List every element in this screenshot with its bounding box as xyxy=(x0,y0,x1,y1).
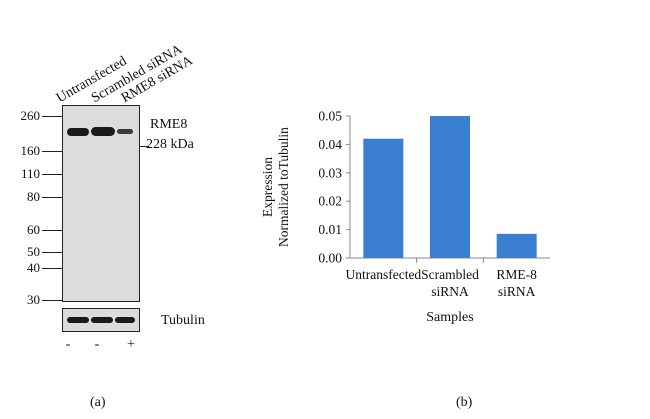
band-scrambled xyxy=(91,127,115,136)
y-axis-label: Normalized toTubulin xyxy=(276,127,291,247)
mw-tick xyxy=(42,116,62,117)
band-size-label: 228 kDa xyxy=(146,137,194,152)
tubulin-label: Tubulin xyxy=(161,313,205,328)
panel-a-caption: (a) xyxy=(90,395,106,410)
tubulin-band xyxy=(91,317,113,323)
x-tick-label: Scrambled xyxy=(421,267,479,282)
x-tick-label: siRNA xyxy=(431,284,469,299)
mw-marker: 60 xyxy=(27,222,40,237)
mw-tick xyxy=(42,252,62,253)
mw-marker: 40 xyxy=(27,260,40,275)
panel-b-caption: (b) xyxy=(456,395,473,410)
rme8-blot xyxy=(62,105,140,302)
y-tick-label: 0.00 xyxy=(318,251,342,266)
y-axis-label: Expression xyxy=(260,157,275,217)
y-tick-label: 0.02 xyxy=(318,194,342,209)
mw-tick xyxy=(42,268,62,269)
y-tick-label: 0.05 xyxy=(318,109,342,124)
band-size-pointer xyxy=(140,146,149,147)
mw-tick xyxy=(42,197,62,198)
mw-tick xyxy=(42,300,62,301)
bar xyxy=(363,138,404,258)
mw-tick xyxy=(42,230,62,231)
rme8-band-label: RME8 xyxy=(150,117,188,132)
tubulin-blot xyxy=(62,308,140,332)
y-tick-label: 0.01 xyxy=(318,222,342,237)
tubulin-band xyxy=(67,317,89,323)
expression-bar-chart: 0.00 0.01 0.02 0.03 0.04 0.05 Untransfected Scr… xyxy=(260,109,550,325)
x-axis-label: Samples xyxy=(426,310,473,325)
mw-marker: 50 xyxy=(27,244,40,259)
treatment-sign: - xyxy=(65,337,71,352)
mw-tick xyxy=(42,151,62,152)
mw-marker: 30 xyxy=(27,292,40,307)
treatment-sign: + xyxy=(127,337,135,352)
mw-marker: 80 xyxy=(27,189,40,204)
mw-marker: 260 xyxy=(20,108,41,123)
mw-marker: 110 xyxy=(20,166,40,181)
y-tick-label: 0.04 xyxy=(318,137,342,152)
mw-marker: 160 xyxy=(20,143,41,158)
y-tick-label: 0.03 xyxy=(318,165,342,180)
band-untransfected xyxy=(67,128,89,136)
x-tick-label: siRNA xyxy=(498,284,536,299)
x-tick-label: Untransfected xyxy=(345,267,421,282)
x-tick-label: RME-8 xyxy=(496,267,537,282)
bar xyxy=(496,233,537,258)
mw-tick xyxy=(42,174,62,175)
bar xyxy=(430,116,470,258)
band-rme8-knockdown xyxy=(117,129,133,134)
tubulin-band xyxy=(115,317,135,323)
treatment-sign: - xyxy=(94,337,100,352)
